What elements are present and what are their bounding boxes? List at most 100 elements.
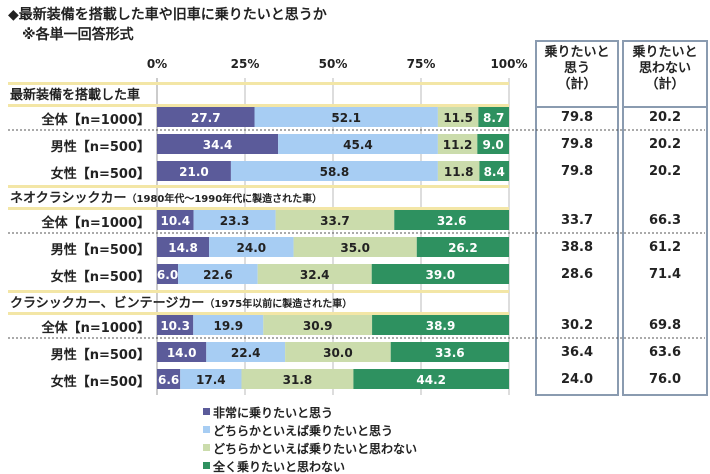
data-label: 34.4 <box>203 138 233 152</box>
bar-segment <box>157 342 207 362</box>
table-column-want <box>535 40 619 396</box>
group-note: （1975年以前に製造された車） <box>204 299 353 310</box>
data-label: 11.8 <box>444 165 474 179</box>
data-label: 38.9 <box>426 319 456 333</box>
bar-segment <box>390 342 509 362</box>
data-label: 33.7 <box>320 214 350 228</box>
bar-segment <box>278 134 438 154</box>
data-label: 44.2 <box>416 373 446 387</box>
data-label: 8.7 <box>483 111 504 125</box>
data-label: 9.0 <box>483 138 504 152</box>
data-label: 39.0 <box>426 268 456 282</box>
group-divider <box>8 185 509 188</box>
data-label: 31.8 <box>283 373 313 387</box>
row-label: 男性【n=500】 <box>50 348 150 363</box>
want-total: 36.4 <box>560 345 594 360</box>
x-tick-label: 100% <box>490 57 528 71</box>
data-label: 45.4 <box>343 138 373 152</box>
want-total: 79.8 <box>560 164 594 179</box>
want-total: 79.8 <box>560 110 594 125</box>
data-label: 17.4 <box>196 373 226 387</box>
want-total: 30.2 <box>560 318 594 333</box>
legend-item: 非常に乗りたいと思う <box>213 406 334 420</box>
x-tick-label: 25% <box>230 57 260 71</box>
bar-segment <box>371 264 509 284</box>
row-label: 男性【n=500】 <box>50 140 150 155</box>
bar-segment <box>479 161 509 181</box>
bar-segment <box>372 315 509 335</box>
x-tick-label: 0% <box>146 57 168 71</box>
legend-swatch <box>203 426 210 433</box>
row-label: 全体【n=1000】 <box>41 321 150 336</box>
not-want-total: 63.6 <box>648 345 682 360</box>
group-title: 最新装備を搭載した車 <box>10 88 141 103</box>
legend-item: 全く乗りたいと思わない <box>213 460 346 474</box>
bar-segment <box>178 264 258 284</box>
data-label: 23.3 <box>220 214 250 228</box>
not-want-total: 69.8 <box>648 318 682 333</box>
bar-segment <box>477 134 509 154</box>
bar-segment <box>353 369 509 389</box>
table-header-not-want: 乗りたいと 思わない （計） <box>622 40 708 108</box>
table-column-not-want <box>622 40 708 396</box>
want-total: 33.7 <box>560 213 594 228</box>
not-want-total: 61.2 <box>648 240 682 255</box>
chart-title: ◆最新装備を搭載した車や旧車に乗りたいと思うか <box>8 7 327 23</box>
bar-segment <box>437 107 479 127</box>
bar-segment <box>157 210 194 230</box>
row-label: 男性【n=500】 <box>50 243 150 258</box>
bar-segment <box>285 342 391 362</box>
not-want-total: 71.4 <box>648 267 682 282</box>
data-label: 33.6 <box>435 346 465 360</box>
want-total: 38.8 <box>560 240 594 255</box>
data-label: 14.8 <box>168 241 198 255</box>
x-tick-label: 50% <box>318 57 348 71</box>
want-total: 79.8 <box>560 137 594 152</box>
data-label: 10.3 <box>160 319 190 333</box>
data-label: 6.0 <box>157 268 178 282</box>
bar-segment <box>180 369 242 389</box>
not-want-total: 66.3 <box>648 213 682 228</box>
data-label: 24.0 <box>237 241 267 255</box>
bar-segment <box>254 107 438 127</box>
data-label: 52.1 <box>331 111 361 125</box>
bar-segment <box>193 315 264 335</box>
row-label: 女性【n=500】 <box>50 270 150 285</box>
bar-segment <box>437 134 478 154</box>
data-label: 21.0 <box>179 165 209 179</box>
data-label: 22.6 <box>203 268 233 282</box>
bar-segment <box>241 369 354 389</box>
legend-swatch <box>203 444 210 451</box>
row-label: 全体【n=1000】 <box>41 113 150 128</box>
data-label: 10.4 <box>160 214 190 228</box>
legend-item: どちらかといえば乗りたいと思う <box>213 424 394 438</box>
data-label: 11.5 <box>443 111 473 125</box>
bar-segment <box>257 264 372 284</box>
not-want-total: 20.2 <box>648 137 682 152</box>
want-total: 24.0 <box>560 372 594 387</box>
not-want-total: 20.2 <box>648 164 682 179</box>
group-divider <box>8 207 509 210</box>
not-want-total: 76.0 <box>648 372 682 387</box>
data-label: 6.6 <box>158 373 179 387</box>
group-divider <box>8 290 509 293</box>
legend-swatch <box>203 408 210 415</box>
group-note: （1980年代～1990年代に製造された車） <box>126 194 323 205</box>
group-divider <box>8 82 509 85</box>
data-label: 35.0 <box>340 241 370 255</box>
x-tick-label: 75% <box>406 57 436 71</box>
table-header-want: 乗りたいと 思う （計） <box>535 40 619 108</box>
data-label: 32.6 <box>437 214 467 228</box>
bar-segment <box>394 210 509 230</box>
bar-segment <box>293 237 417 257</box>
want-total: 28.6 <box>560 267 594 282</box>
group-title: クラシックカー、ビンテージカー（1975年以前に製造された車） <box>10 296 353 311</box>
row-label: 女性【n=500】 <box>50 375 150 390</box>
group-title: ネオクラシックカー（1980年代～1990年代に製造された車） <box>10 191 323 206</box>
bar-segment <box>437 161 480 181</box>
bar-segment <box>275 210 395 230</box>
data-label: 22.4 <box>231 346 261 360</box>
bar-segment <box>206 342 286 362</box>
